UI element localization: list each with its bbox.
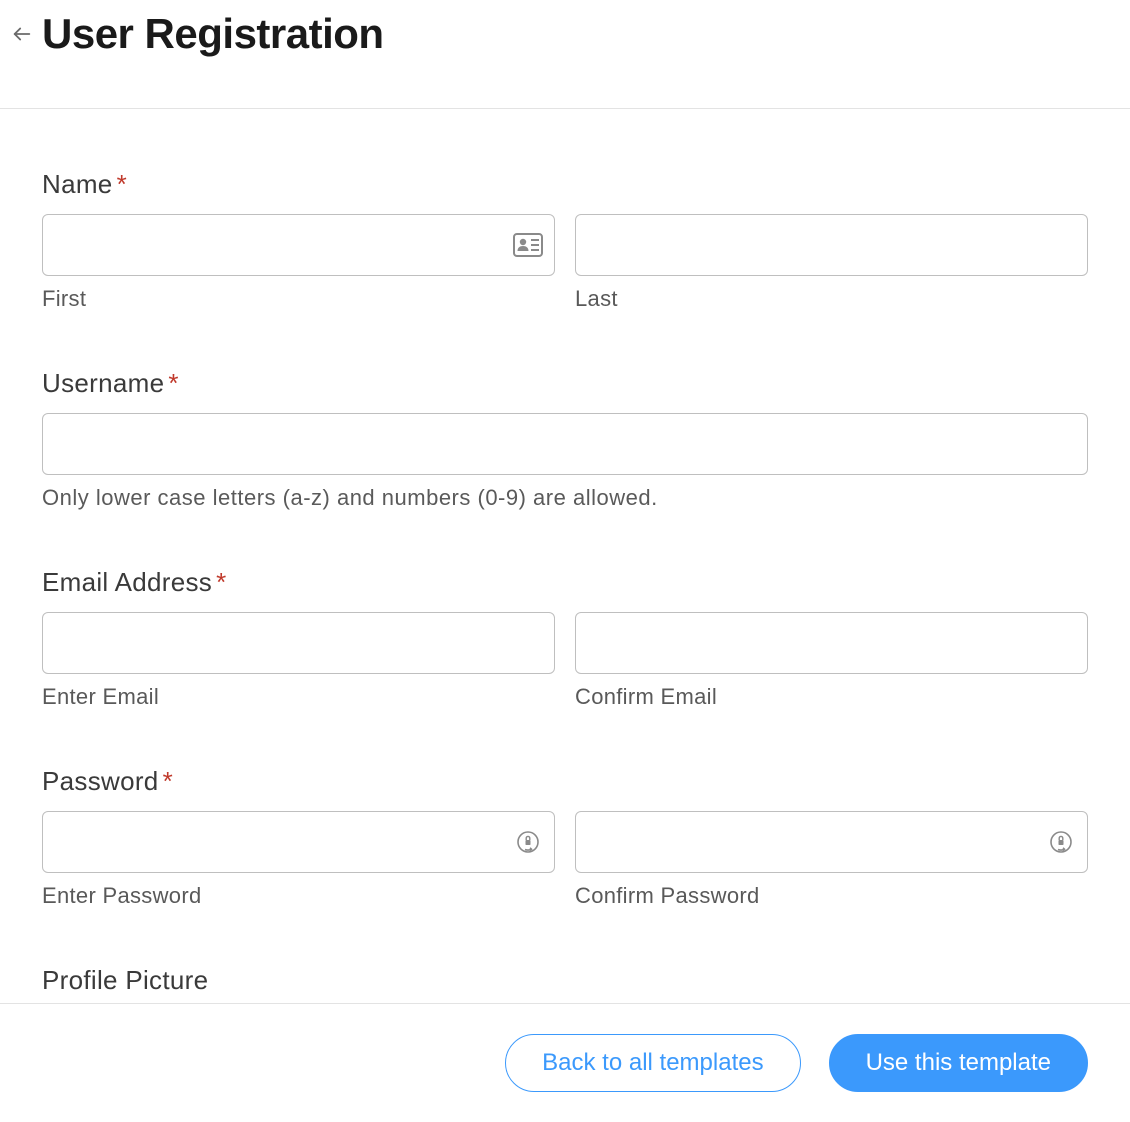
email-label-text: Email Address	[42, 567, 212, 597]
username-label: Username*	[42, 368, 1088, 399]
confirm-email-input[interactable]	[575, 612, 1088, 674]
required-asterisk: *	[216, 567, 226, 597]
name-label-text: Name	[42, 169, 113, 199]
username-group: Username* Only lower case letters (a-z) …	[42, 368, 1088, 511]
confirm-email-sublabel: Confirm Email	[575, 684, 1088, 710]
password-label: Password*	[42, 766, 1088, 797]
profile-picture-label: Profile Picture	[42, 965, 1088, 996]
username-input[interactable]	[42, 413, 1088, 475]
email-label: Email Address*	[42, 567, 1088, 598]
footer-bar: Back to all templates Use this template	[0, 1003, 1130, 1122]
username-helper: Only lower case letters (a-z) and number…	[42, 485, 1088, 511]
email-group: Email Address* Enter Email Confirm Email	[42, 567, 1088, 710]
name-group: Name*	[42, 169, 1088, 312]
password-label-text: Password	[42, 766, 159, 796]
confirm-password-sublabel: Confirm Password	[575, 883, 1088, 909]
arrow-left-icon	[11, 23, 33, 45]
email-input[interactable]	[42, 612, 555, 674]
required-asterisk: *	[168, 368, 178, 398]
page-title: User Registration	[42, 10, 384, 58]
first-name-input[interactable]	[42, 214, 555, 276]
use-template-button[interactable]: Use this template	[829, 1034, 1088, 1092]
username-label-text: Username	[42, 368, 164, 398]
profile-picture-group: Profile Picture	[42, 965, 1088, 996]
back-to-templates-button[interactable]: Back to all templates	[505, 1034, 800, 1092]
name-label: Name*	[42, 169, 1088, 200]
confirm-password-input[interactable]	[575, 811, 1088, 873]
last-name-sublabel: Last	[575, 286, 1088, 312]
enter-password-sublabel: Enter Password	[42, 883, 555, 909]
required-asterisk: *	[117, 169, 127, 199]
form-area: Name*	[0, 109, 1130, 1003]
last-name-input[interactable]	[575, 214, 1088, 276]
enter-email-sublabel: Enter Email	[42, 684, 555, 710]
first-name-sublabel: First	[42, 286, 555, 312]
password-group: Password*	[42, 766, 1088, 909]
required-asterisk: *	[163, 766, 173, 796]
password-input[interactable]	[42, 811, 555, 873]
page-header: User Registration	[0, 0, 1130, 109]
profile-picture-label-text: Profile Picture	[42, 965, 208, 995]
back-arrow-button[interactable]	[8, 20, 36, 48]
